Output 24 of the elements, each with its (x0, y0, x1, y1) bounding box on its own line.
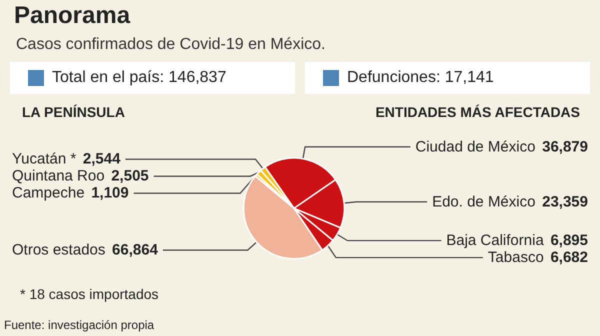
slice-label: Yucatán * (12, 150, 76, 168)
slice-label: Quintana Roo (12, 168, 105, 185)
data-label: 66,864 (112, 242, 159, 259)
text: Total en el país: 146,837 (52, 69, 226, 87)
data-label: 2,544 (82, 150, 122, 168)
text: LA PENÍNSULA (22, 104, 125, 120)
slice-label: Otros estados (12, 242, 106, 259)
text: * 18 casos importados (20, 286, 159, 302)
chart-subtitle: Casos confirmados de Covid-19 en México. (16, 36, 326, 54)
slice-label: Campeche (12, 184, 85, 202)
slice-label: Ciudad de México (415, 138, 536, 156)
data-label: 6,895 (550, 232, 588, 250)
data-label: 1,109 (91, 184, 129, 202)
data-label: 36,879 (542, 138, 588, 156)
slice-label: Tabasco (488, 249, 544, 266)
data-label: 2,505 (111, 168, 149, 185)
slice-label: Baja California (446, 232, 544, 250)
slice-label: Edo. de México (432, 193, 536, 210)
text: Defunciones: 17,141 (347, 69, 494, 87)
data-label: 6,682 (550, 249, 588, 266)
chart-title: Panorama (14, 2, 130, 30)
data-label: 23,359 (542, 193, 588, 210)
text: ENTIDADES MÁS AFECTADAS (375, 104, 580, 120)
source-note: Fuente: investigación propia (4, 318, 154, 332)
